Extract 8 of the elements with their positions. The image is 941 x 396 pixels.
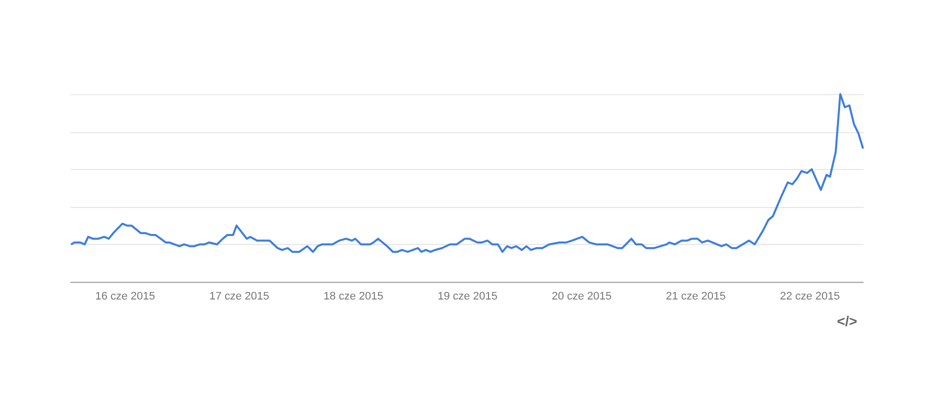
x-tick-label: 21 cze 2015: [666, 290, 726, 302]
text: </>: [837, 312, 858, 329]
x-tick-label: 17 cze 2015: [209, 290, 270, 302]
x-tick-label: 16 cze 2015: [95, 290, 156, 302]
x-tick-label: 22 cze 2015: [780, 290, 840, 302]
x-tick-label: 18 cze 2015: [324, 290, 384, 302]
x-tick-label: 19 cze 2015: [438, 290, 498, 302]
x-tick-label: 20 cze 2015: [552, 290, 612, 302]
